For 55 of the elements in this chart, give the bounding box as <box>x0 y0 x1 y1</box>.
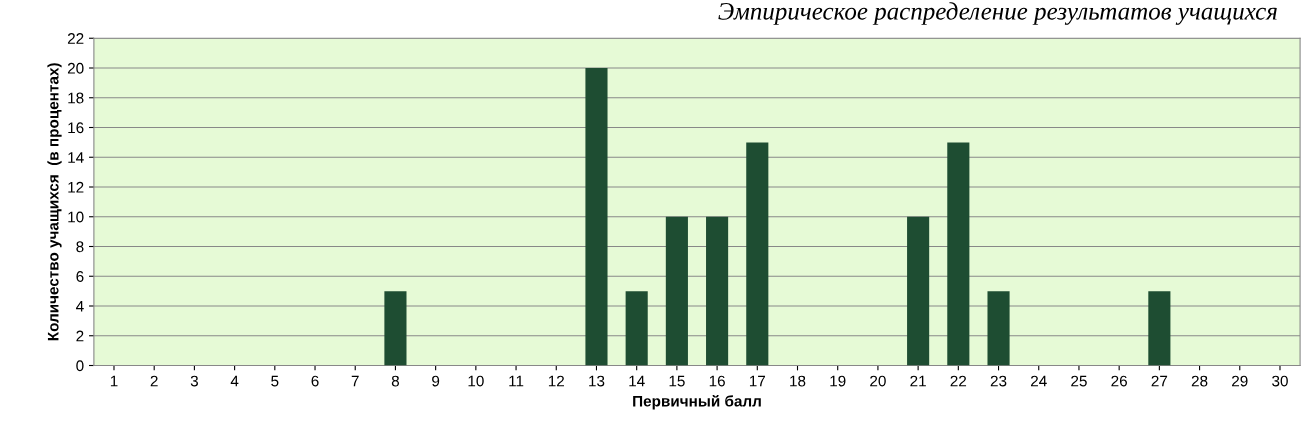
x-tick-label: 15 <box>669 375 685 387</box>
x-tick-label: 27 <box>1151 375 1168 387</box>
bar <box>585 68 608 366</box>
y-tick-label: 4 <box>76 301 84 312</box>
y-tick-label: 14 <box>68 152 84 163</box>
x-tick-label: 29 <box>1232 375 1248 387</box>
chart-title: Эмпирическое распределение результатов учащихся <box>718 2 1277 25</box>
x-tick-label: 20 <box>870 375 886 387</box>
x-tick-label: 19 <box>830 375 846 387</box>
bar <box>1148 291 1171 366</box>
x-tick-label: 16 <box>709 375 725 387</box>
bar <box>625 291 648 366</box>
x-tick-label: 5 <box>271 375 279 387</box>
y-tick-label: 0 <box>76 360 84 372</box>
bar <box>665 216 688 366</box>
x-tick-label: 8 <box>391 375 400 387</box>
x-tick-label: 23 <box>990 375 1007 387</box>
x-tick-label: 17 <box>749 375 766 387</box>
x-tick-label: 26 <box>1111 375 1127 387</box>
y-tick-label: 20 <box>67 62 84 74</box>
bar <box>384 291 407 366</box>
y-tick-label: 6 <box>76 271 84 282</box>
x-tick-label: 4 <box>230 375 239 387</box>
x-tick-label: 14 <box>629 375 645 387</box>
x-tick-label: 3 <box>190 375 198 387</box>
x-tick-label: 24 <box>1031 375 1047 387</box>
x-tick-label: 2 <box>150 375 158 387</box>
y-axis-title: Количество учащихся (в процентах) <box>47 63 62 341</box>
x-tick-label: 1 <box>110 375 118 387</box>
bar <box>947 142 970 366</box>
bar <box>987 291 1010 366</box>
x-tick-label: 13 <box>589 375 605 387</box>
y-tick-label: 12 <box>68 181 84 193</box>
x-tick-label: 21 <box>910 375 926 387</box>
x-tick-label: 22 <box>950 375 967 387</box>
y-tick-label: 2 <box>76 330 84 342</box>
x-tick-label: 7 <box>351 375 359 387</box>
x-tick-label: 10 <box>468 375 484 387</box>
y-tick-label: 8 <box>76 241 84 253</box>
x-tick-label: 6 <box>311 375 319 387</box>
y-tick-label: 10 <box>68 211 84 223</box>
x-tick-label: 30 <box>1272 375 1288 387</box>
y-tick-label: 16 <box>68 122 84 134</box>
bar <box>706 216 729 366</box>
x-tick-label: 18 <box>790 375 806 387</box>
x-tick-label: 25 <box>1071 375 1087 387</box>
y-tick-label: 18 <box>68 92 84 104</box>
x-tick-label: 28 <box>1191 375 1208 387</box>
bar <box>907 216 930 366</box>
bar <box>746 142 769 366</box>
y-tick-label: 22 <box>67 33 84 44</box>
x-axis-title: Первичный балл <box>633 395 761 410</box>
x-tick-label: 11 <box>509 375 524 387</box>
x-tick-label: 12 <box>548 375 564 387</box>
x-tick-label: 9 <box>432 375 440 387</box>
